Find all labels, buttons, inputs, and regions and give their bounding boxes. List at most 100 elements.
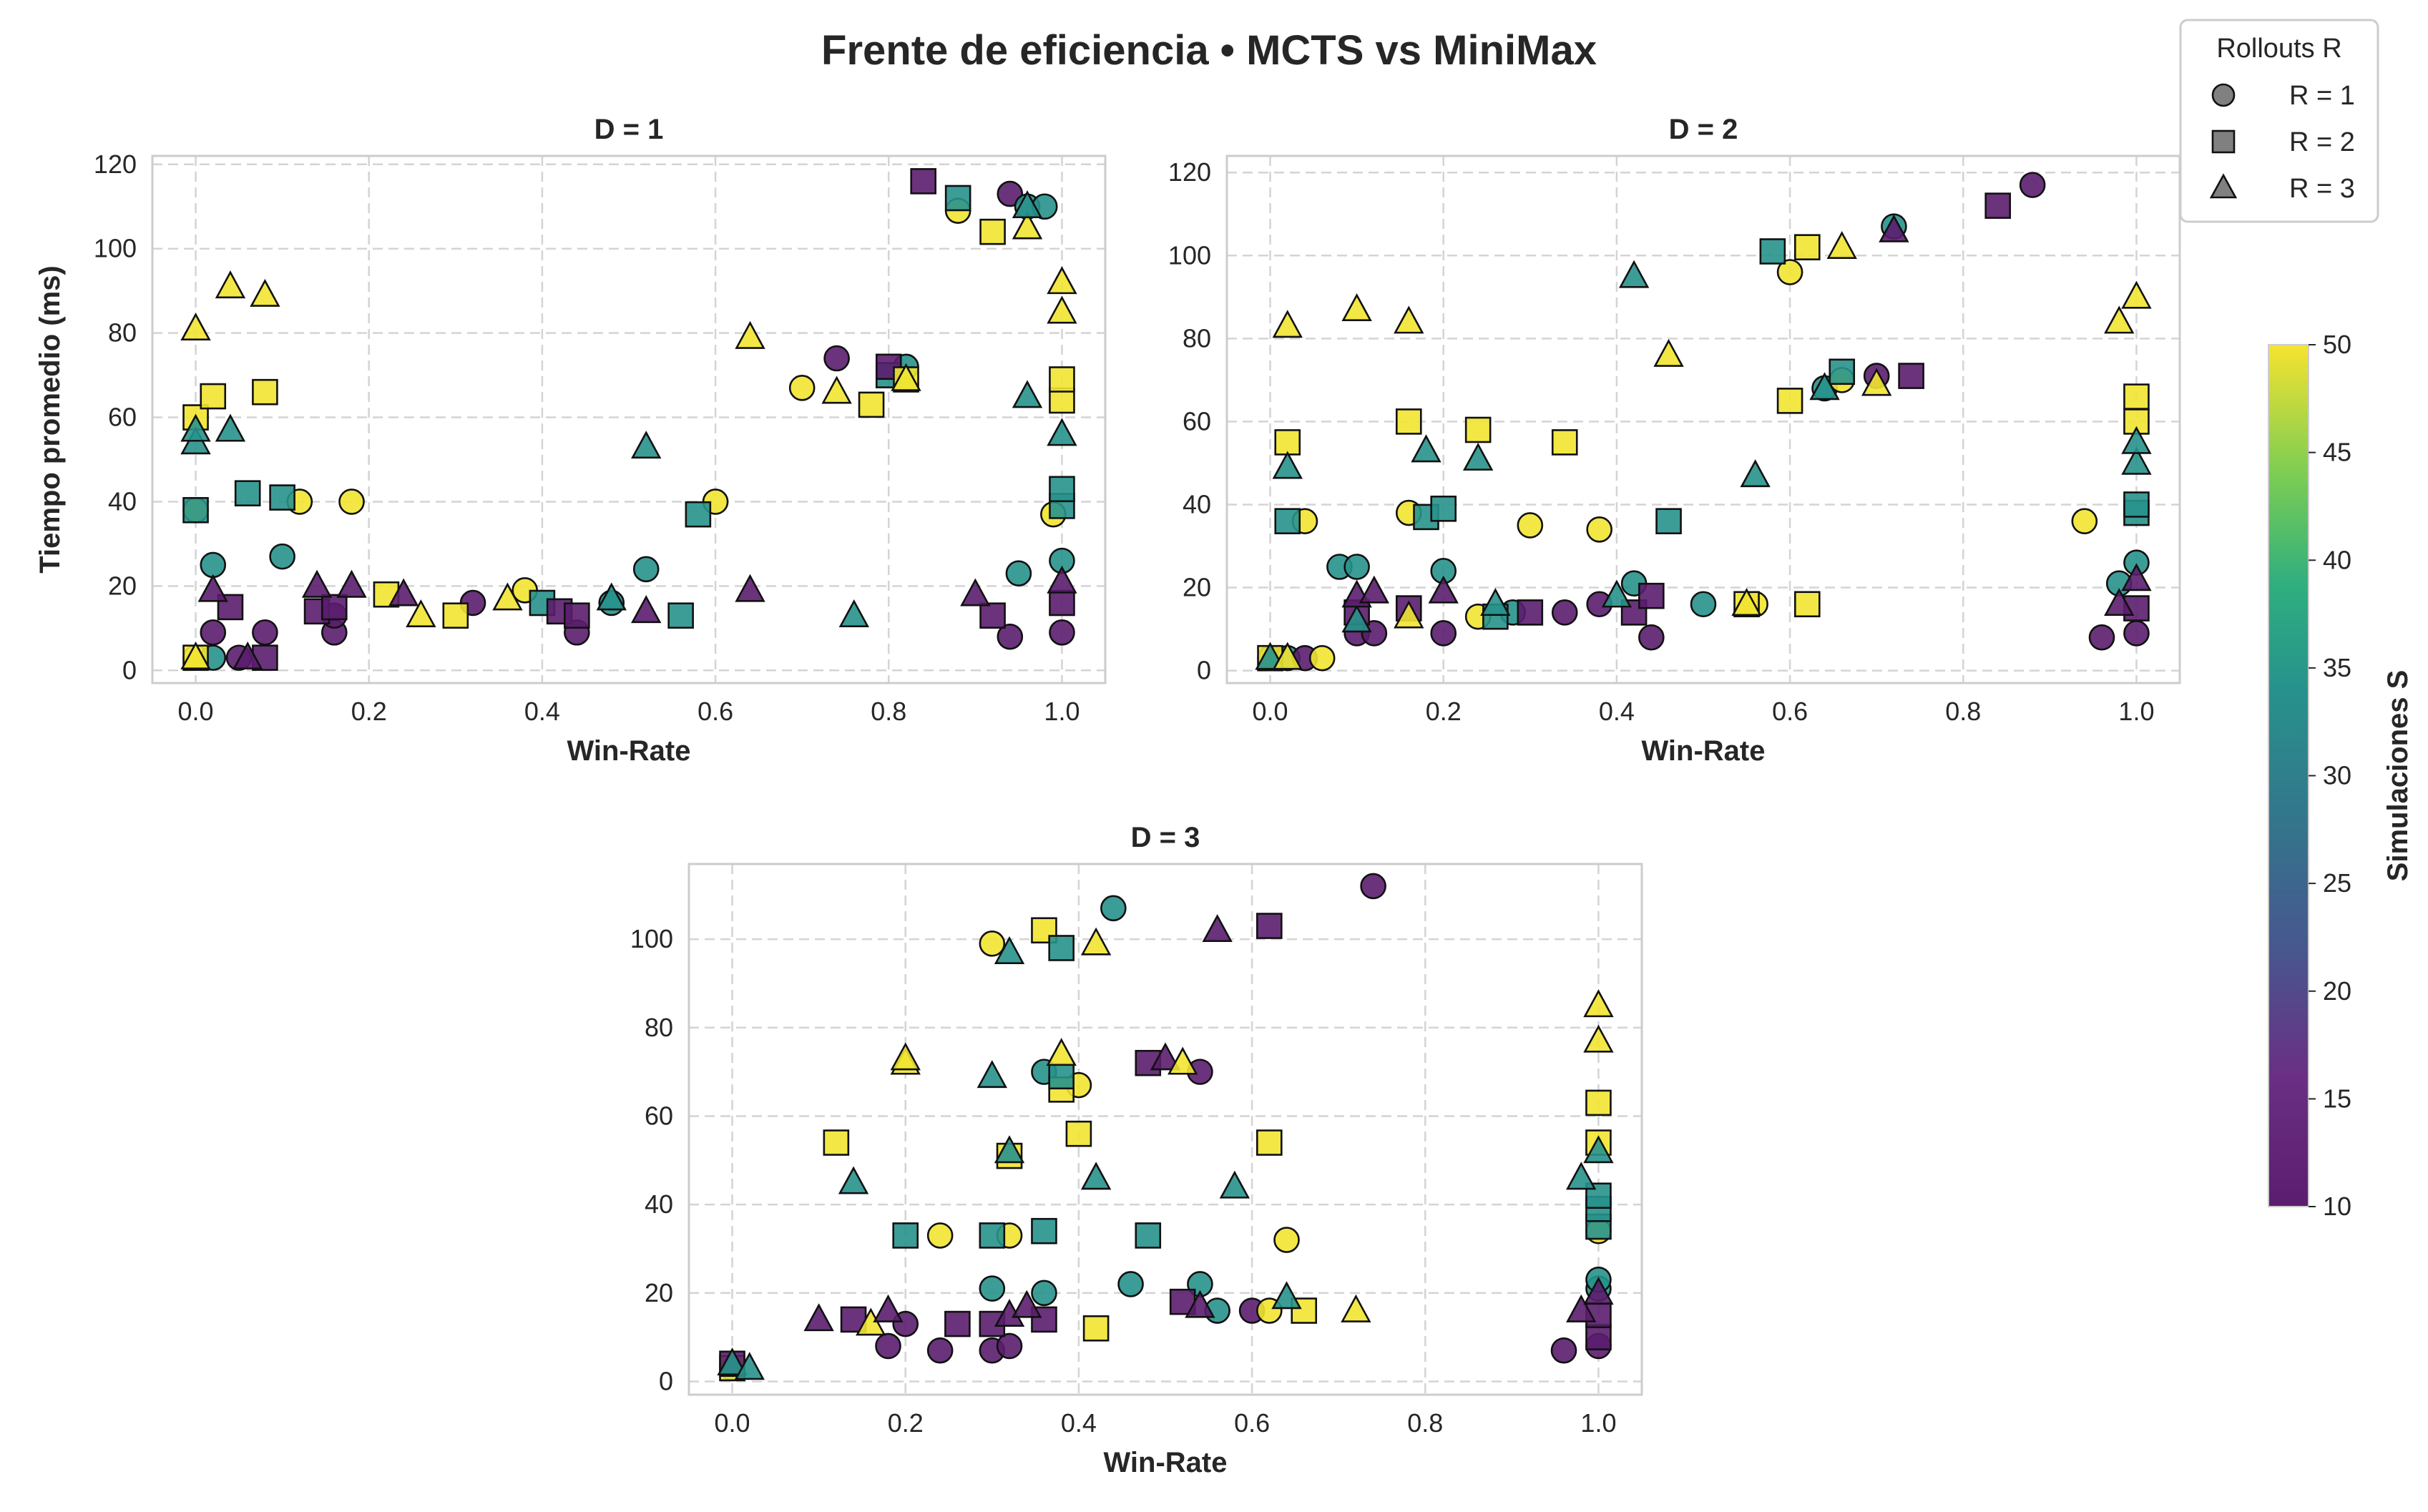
data-point [892, 1222, 919, 1249]
x-tick-label: 0.0 [1253, 697, 1288, 726]
data-point [1740, 459, 1771, 488]
y-tick-label: 0 [1197, 656, 1211, 685]
colorbar-tick-label: 15 [2323, 1084, 2351, 1113]
data-point [1031, 1280, 1057, 1307]
data-point [2123, 491, 2150, 518]
data-point [979, 218, 1006, 245]
data-point [2121, 563, 2152, 591]
data-point [1012, 1290, 1042, 1318]
data-point [1618, 260, 1650, 288]
data-point [1272, 310, 1303, 338]
axes-frame [687, 863, 1643, 1396]
y-tick-label: 60 [645, 1101, 673, 1130]
data-point [1343, 554, 1370, 580]
data-point [1341, 293, 1372, 322]
data-point [1898, 363, 1924, 389]
y-tick-label: 20 [645, 1278, 673, 1307]
legend-marker-circle [2211, 83, 2236, 107]
data-point [1080, 1162, 1112, 1190]
legend-marker-square [2211, 129, 2236, 154]
data-point [1202, 914, 1233, 943]
data-point [979, 1222, 1006, 1249]
legend-box [2179, 19, 2379, 223]
data-point [1049, 619, 1075, 646]
data-point [1031, 1217, 1057, 1245]
data-point [926, 1337, 954, 1364]
data-point [1517, 512, 1544, 539]
data-point [994, 936, 1025, 964]
data-point [1430, 495, 1457, 522]
data-point [890, 1042, 921, 1071]
data-point [1394, 600, 1424, 629]
data-point [1550, 1337, 1577, 1364]
data-point [632, 556, 660, 583]
data-point [667, 602, 694, 629]
data-point [1879, 214, 1909, 242]
data-point [2088, 624, 2115, 651]
data-point [1428, 575, 1459, 604]
data-point [1480, 588, 1511, 617]
data-point [252, 619, 278, 646]
data-point [960, 578, 991, 607]
data-point [1794, 234, 1821, 260]
data-point [979, 602, 1006, 629]
data-point [734, 1352, 765, 1380]
data-point [717, 1347, 748, 1376]
data-point [320, 594, 348, 621]
y-tick-label: 120 [94, 149, 137, 179]
data-point [2019, 172, 2046, 198]
data-point [1566, 1162, 1597, 1190]
colorbar-gradient [2268, 344, 2309, 1207]
colorbar-tick-label: 10 [2323, 1192, 2351, 1221]
data-point [2123, 620, 2150, 647]
data-point [1047, 295, 1077, 324]
data-point [1274, 429, 1301, 456]
subplot-title: D = 3 [1131, 822, 1200, 853]
y-tick-label: 120 [1168, 157, 1211, 187]
y-tick-label: 60 [108, 403, 137, 432]
data-point [2071, 508, 2098, 534]
legend-marker-triangle [2209, 173, 2238, 199]
data-point [1517, 599, 1544, 626]
data-point [1829, 358, 1856, 386]
data-point [1583, 1135, 1614, 1164]
data-point [1117, 1271, 1144, 1297]
data-point [1551, 599, 1578, 626]
data-point [1168, 1046, 1198, 1075]
x-tick-label: 0.4 [524, 697, 560, 726]
data-point [1566, 1294, 1597, 1322]
data-point [1341, 604, 1372, 633]
subplot-d3: 0.0 0.2 0.4 0.6 0.8 1.0 0 20 40 60 80 100 D = 3 Win-R… [630, 822, 1643, 1478]
data-point [1080, 927, 1112, 956]
data-point [685, 501, 712, 528]
subplot-title: D = 1 [594, 114, 664, 145]
data-point [234, 480, 261, 506]
x-tick-label: 0.2 [1426, 697, 1462, 726]
data-point [873, 1294, 904, 1322]
x-tick-label: 0.8 [1945, 697, 1981, 726]
data-point [1012, 211, 1043, 240]
data-point [492, 582, 523, 611]
data-point [2121, 446, 2152, 475]
x-tick-label: 0.0 [178, 697, 214, 726]
data-point [735, 320, 765, 349]
subplot-d1: 0.0 0.2 0.4 0.6 0.8 1.0 0 20 40 60 80 100 120 D = 1 Wi… [34, 114, 1107, 767]
colorbar-tick-label: 50 [2323, 330, 2351, 359]
data-point [1271, 1281, 1302, 1310]
data-point [1047, 266, 1077, 295]
data-point [215, 413, 246, 442]
data-point [1861, 368, 1892, 396]
legend-entry-label: R = 1 [2289, 81, 2355, 111]
data-point [997, 623, 1024, 650]
data-point [976, 1060, 1008, 1089]
colorbar-label: Simulaciones S [2382, 670, 2414, 882]
y-tick-label: 20 [1183, 573, 1211, 602]
data-point [215, 270, 246, 299]
data-point [180, 413, 211, 442]
subplot-d2: 0.0 0.2 0.4 0.6 0.8 1.0 0 20 40 60 80 100 120 D = 2 Wi… [1168, 114, 2181, 767]
y-tick-label: 40 [108, 486, 137, 516]
data-point [803, 1303, 834, 1332]
x-tick-label: 1.0 [2118, 697, 2154, 726]
data-point [269, 543, 295, 570]
data-point [1731, 588, 1762, 617]
